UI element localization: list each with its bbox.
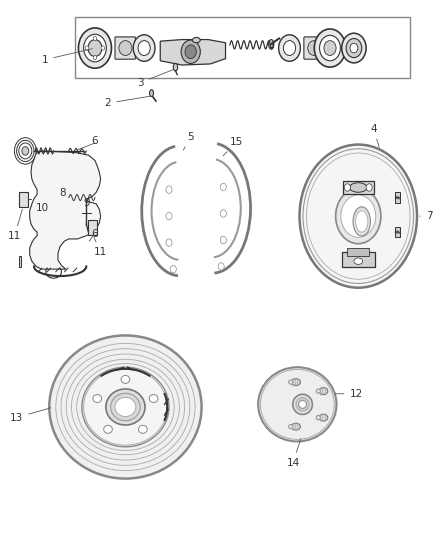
Bar [19, 192, 28, 207]
Text: 9: 9 [83, 198, 89, 208]
Ellipse shape [353, 207, 371, 236]
Text: 13: 13 [10, 408, 51, 423]
Circle shape [84, 34, 106, 62]
Circle shape [220, 183, 226, 191]
Text: 7: 7 [420, 211, 432, 221]
Ellipse shape [299, 400, 307, 408]
Text: 5: 5 [184, 132, 194, 150]
Bar [19, 256, 21, 266]
Bar [343, 181, 374, 194]
Text: 4: 4 [370, 124, 379, 147]
Bar [88, 220, 97, 235]
Ellipse shape [49, 335, 201, 479]
Circle shape [138, 41, 150, 55]
Ellipse shape [258, 367, 336, 441]
Polygon shape [30, 151, 101, 269]
Circle shape [218, 263, 224, 270]
Text: 6: 6 [91, 229, 97, 239]
Ellipse shape [316, 416, 321, 419]
Ellipse shape [104, 425, 113, 433]
Circle shape [181, 40, 200, 63]
Circle shape [220, 236, 226, 244]
Ellipse shape [111, 393, 140, 421]
Text: 11: 11 [94, 237, 107, 257]
Text: 15: 15 [223, 137, 243, 156]
Ellipse shape [292, 378, 300, 385]
Bar [395, 192, 400, 203]
Circle shape [320, 35, 340, 61]
Circle shape [133, 35, 155, 61]
Ellipse shape [289, 424, 293, 429]
Circle shape [170, 265, 177, 273]
Circle shape [283, 41, 296, 55]
FancyBboxPatch shape [304, 37, 324, 59]
Ellipse shape [192, 37, 200, 43]
Circle shape [93, 36, 97, 41]
Ellipse shape [121, 375, 130, 383]
Ellipse shape [308, 41, 321, 55]
Text: 3: 3 [138, 70, 173, 87]
Ellipse shape [296, 398, 309, 411]
Circle shape [22, 147, 29, 155]
Circle shape [346, 38, 362, 58]
Ellipse shape [150, 90, 153, 96]
Ellipse shape [82, 367, 169, 447]
Bar [342, 252, 375, 266]
Ellipse shape [106, 389, 145, 425]
Ellipse shape [356, 211, 368, 232]
Ellipse shape [319, 414, 328, 421]
Ellipse shape [293, 394, 312, 415]
Circle shape [344, 184, 350, 191]
Circle shape [166, 213, 172, 220]
Circle shape [342, 33, 366, 63]
Ellipse shape [119, 41, 132, 55]
Circle shape [78, 28, 112, 68]
FancyBboxPatch shape [115, 37, 135, 59]
Text: 12: 12 [335, 389, 363, 399]
Circle shape [166, 239, 172, 246]
Bar [347, 248, 369, 256]
Text: 14: 14 [286, 439, 301, 467]
Circle shape [220, 210, 226, 217]
Bar [75, 17, 410, 78]
Ellipse shape [149, 394, 158, 402]
Circle shape [185, 45, 196, 59]
Ellipse shape [138, 425, 147, 433]
Ellipse shape [289, 380, 293, 384]
Text: 8: 8 [59, 188, 66, 198]
Circle shape [93, 55, 97, 60]
Ellipse shape [268, 39, 274, 49]
Ellipse shape [115, 398, 136, 417]
Bar [395, 227, 400, 237]
Ellipse shape [173, 63, 178, 71]
Text: 11: 11 [8, 209, 22, 241]
Ellipse shape [350, 183, 367, 192]
Circle shape [341, 195, 376, 237]
Text: 10: 10 [36, 203, 49, 213]
Ellipse shape [319, 387, 328, 394]
Circle shape [85, 46, 89, 50]
Ellipse shape [354, 258, 363, 264]
Ellipse shape [292, 423, 300, 430]
Circle shape [314, 29, 346, 67]
Polygon shape [160, 39, 226, 65]
Circle shape [101, 46, 105, 50]
Ellipse shape [316, 389, 321, 393]
Text: 1: 1 [42, 49, 92, 64]
Circle shape [279, 35, 300, 61]
Ellipse shape [93, 394, 102, 402]
Circle shape [350, 43, 358, 53]
Text: 2: 2 [105, 96, 150, 108]
Circle shape [336, 189, 381, 244]
Circle shape [366, 184, 372, 191]
Circle shape [166, 186, 172, 193]
Text: 6: 6 [92, 136, 98, 146]
Circle shape [88, 39, 102, 56]
Circle shape [300, 144, 417, 288]
Circle shape [324, 41, 336, 55]
